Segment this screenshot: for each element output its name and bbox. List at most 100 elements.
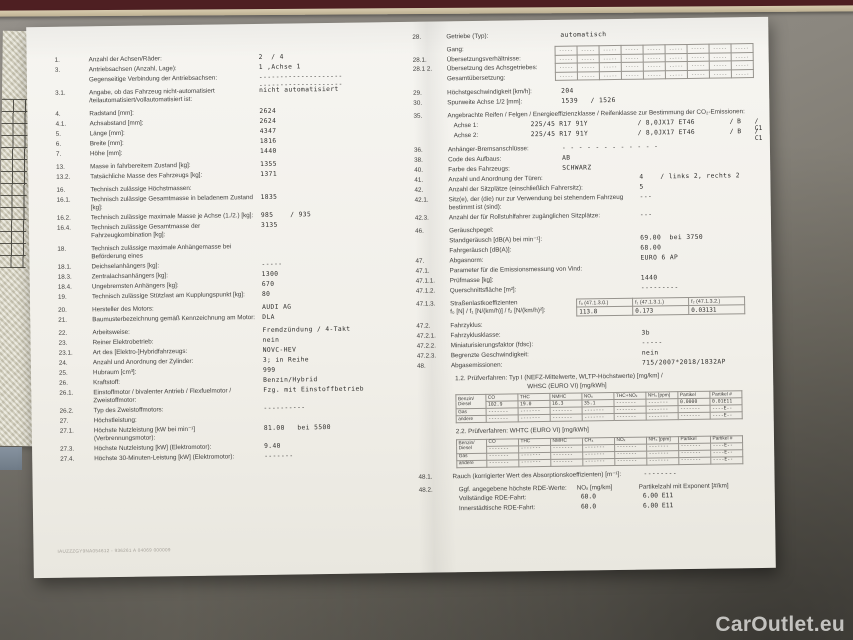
gear-cell: ----- [555, 46, 578, 55]
rde-nox-value: 60.0 [580, 502, 597, 511]
row-number: 27. [59, 417, 69, 425]
row-value: Benzin/Hybrid [263, 376, 318, 384]
row-number: 47.1. [415, 267, 430, 275]
row-number: 47.1.3. [416, 300, 436, 308]
row-value: 1835 [260, 193, 278, 201]
gear-cell: ----- [686, 44, 710, 53]
row-value: 1300 [261, 270, 279, 278]
doc-row: 3.1. Angabe, ob das Fahrzeug nicht-automa… [55, 85, 399, 106]
emissions-value: ------- [518, 414, 551, 422]
row-value: ---------- [263, 404, 306, 412]
doc-row: 27.1. Höchste Nutzleistung [kW bei min⁻¹]… [60, 423, 404, 444]
row-group: 28. Getriebe (Typ): automatisch [412, 29, 766, 42]
row-value: 3b [641, 329, 650, 337]
row-label: Fahrzyklusklasse: [450, 331, 501, 340]
tyre-class: / C1 [754, 127, 763, 142]
row-number: 47.2.2. [416, 342, 436, 350]
row-group: 48.1. Rauch (korrigierter Wert des Absorp… [418, 468, 772, 481]
row-number: 48. [416, 362, 426, 370]
row-number: 24. [58, 359, 68, 367]
tire-size: 225/45 R17 91Y [530, 120, 588, 129]
row-label: Höchste Nutzleistung [kW] (Elektromotor)… [94, 443, 212, 453]
row-value: 81.00 bei 5500 [263, 423, 331, 432]
gear-cell: ----- [665, 69, 688, 79]
row-number: 6. [55, 140, 62, 148]
row-label: Straßenlastkoeffizienten f₀ [N] / f₁ [N/… [450, 299, 546, 316]
row-label: Ungebremsten Anhängers [kg]: [91, 282, 179, 291]
doc-row: 28. Getriebe (Typ): automatisch [412, 29, 766, 42]
row-value: ----- [641, 339, 663, 347]
gear-cell: ----- [643, 53, 666, 63]
row-number: 18. [57, 245, 67, 253]
row-label: Ggf. angegebene höchste RDE-Werte: [458, 484, 567, 493]
row-label: Anzahl der für Rollstuhlfahrer zugänglic… [448, 212, 601, 222]
road-load-label: 47.1.3. Straßenlastkoeffizienten f₀ [N] /… [416, 299, 576, 319]
row-value: 2624 [259, 107, 277, 115]
row-label: Baumusterbezeichnung gemäß Kennzeichnung… [92, 314, 256, 324]
gear-cell: ----- [730, 43, 754, 53]
row-label: Technisch zulässige Stützlast am Kupplun… [91, 291, 245, 301]
row-number: 47.2.3. [416, 352, 437, 360]
row-value: 80 [261, 290, 271, 298]
row-value: 1440 [259, 147, 277, 155]
row-value: AB [562, 154, 571, 162]
emissions-value: ------- [646, 457, 679, 465]
row-number: 42.1. [414, 196, 429, 204]
gear-cell: ----- [687, 61, 710, 70]
row-number: 1. [54, 56, 60, 64]
coefficient-value: 0.03131 [688, 304, 745, 315]
row-number: 23.1. [58, 349, 73, 357]
row-value: 670 [261, 280, 275, 288]
caroutlet-watermark: CarOutlet.eu [715, 613, 845, 636]
row-group: 46. Geräuschpegel: Standgeräusch [dB(A) be… [415, 223, 770, 296]
row-value: - - - - - - - - - - - - [561, 143, 659, 152]
gear-cell: ----- [621, 70, 644, 80]
gear-cell: ----- [555, 63, 578, 72]
emissions-value: ----E-- [710, 456, 743, 464]
rde-pn-value: 6.00 E11 [642, 492, 674, 500]
row-value: 1 ,Achse 1 [258, 63, 301, 71]
row-number: 48.2. [418, 486, 433, 494]
row-label: Technisch zulässige maximale Masse je Ac… [90, 212, 254, 222]
emissions-table-whtc: Benzin/ Diesel CO THC NMHC CH₄ NOₓ NH₃ [ppm] Pa… [456, 435, 743, 468]
row-label: Höchstleistung: [93, 416, 137, 425]
row-label: Länge [mm]: [89, 129, 125, 138]
row-group: 47.2. Fahrzyklus: 47.2.1. Fahrzyklusklasse:… [416, 318, 771, 371]
row-number: 25. [58, 369, 68, 377]
row-label: Technisch zulässige maximale Anhängemass… [91, 243, 232, 261]
gear-cell: ----- [642, 44, 666, 54]
tire-size: 225/45 R17 91Y [530, 129, 589, 138]
row-label: Reiner Elektrobetrieb: [92, 338, 154, 347]
gear-row-label: Gesamtübersetzung: [413, 73, 555, 84]
row-value: Fzg. mit Einstoffbetrieb [263, 385, 364, 394]
emissions-value: ------- [678, 456, 711, 465]
axle-label: Achse 2: [453, 131, 479, 139]
row-label: Anzahl der Sitzplätze (einschließlich Fa… [448, 184, 583, 194]
row-value: EURO 6 AP [640, 254, 679, 262]
row-value: SCHWARZ [562, 164, 592, 172]
emissions-value: ------- [614, 457, 647, 466]
row-value: 4347 [259, 127, 277, 135]
row-number: 40. [414, 166, 424, 174]
emissions-caption: 1.2. Prüfverfahren: Typ I (NEFZ-Mittelwe… [455, 371, 771, 392]
row-value: --------- [640, 284, 679, 292]
row-number: 27.1. [59, 427, 74, 435]
row-number: 18.4. [57, 283, 72, 291]
row-value: 1440 [640, 274, 658, 282]
row-label: Sitz(e), der (die) nur zur Verwendung be… [448, 193, 624, 212]
gear-cell: ----- [621, 53, 644, 63]
rim-size: / 8,0JX17 ET46 [637, 118, 695, 127]
document-right-column: 28. Getriebe (Typ): automatisch Gang: 28.1. Ü… [412, 29, 773, 520]
coefficient-value: 0.173 [632, 305, 689, 316]
row-number: 26.1. [59, 389, 74, 397]
row-label: Einstoffmotor / bivalenter Antrieb / Fle… [93, 387, 232, 405]
gear-ratio-table: ----- ----- ----- ----- ----- ----- ----- -----… [555, 43, 754, 81]
fuel-row-label: andere [456, 459, 487, 468]
row-label: Angabe, ob das Fahrzeug nicht-automatisi… [89, 87, 215, 105]
row-label: Geräuschpegel: [449, 226, 494, 235]
row-value: 4 / links 2, rechts 2 [639, 172, 740, 181]
row-value: 999 [262, 366, 276, 374]
emissions-value: ------- [614, 413, 647, 421]
row-number: 47. [415, 257, 425, 265]
rim-size: / 8,0JX17 ET46 [637, 128, 696, 137]
